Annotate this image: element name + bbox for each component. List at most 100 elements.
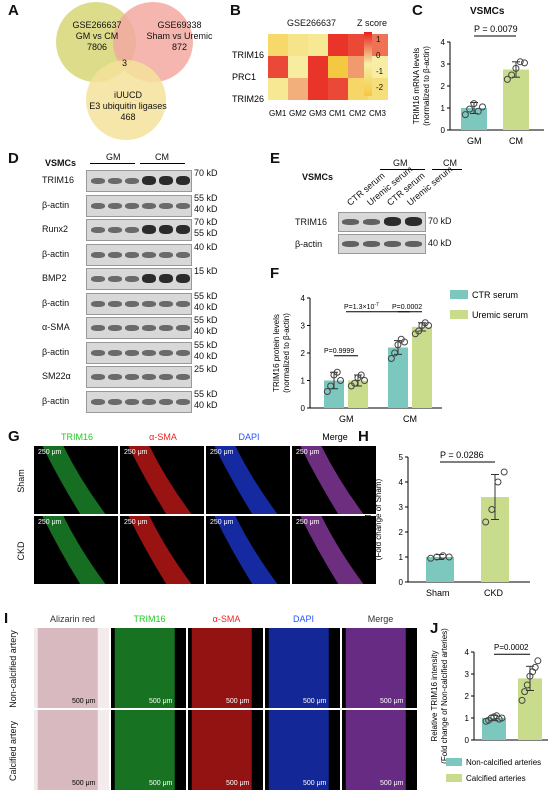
tissue-band (214, 516, 278, 584)
micro-col-label: DAPI (292, 614, 314, 624)
blot-d-mw-marker: 55 kD (194, 339, 218, 350)
micro-tissue (42, 516, 106, 584)
blot-band (142, 374, 156, 380)
y-axis-label: TRIM16 protein levels(normalized to β-ac… (272, 313, 291, 393)
blot-band (176, 274, 190, 283)
blot-band (108, 325, 122, 331)
scale-bar-label: 500 μm (72, 698, 96, 705)
blot-band (125, 251, 139, 258)
blot-d-mw-marker: 55 kD (194, 228, 218, 238)
blot-band (159, 349, 173, 356)
blot-band (91, 398, 105, 405)
blot-d-row-label: TRIM16 (42, 175, 75, 185)
blot-band (142, 300, 156, 307)
chart-j: 0 1 2 3 4 Relative TRIM16 intensity(Fold chan… (430, 628, 548, 783)
blot-d-mw-marker: 70 kD (194, 217, 218, 227)
data-point (531, 663, 539, 671)
blot-d-row-label: β-actin (42, 297, 70, 308)
heatmap-col-label: CM1 (329, 109, 346, 118)
blot-d-row-label: BMP2 (42, 273, 67, 283)
scale-bar-label: 250 μm (38, 449, 62, 456)
data-point (415, 327, 423, 335)
blot-band (91, 251, 105, 258)
micrograph: 500 μm (342, 710, 417, 790)
micro-col-label: TRIM16 (60, 432, 93, 442)
blot-d-mw-marker: 55 kD (194, 388, 218, 399)
micro-tissue (128, 446, 192, 514)
y-tick-label: 4 (399, 478, 404, 487)
blot-d-mw-marker: 55 kD (194, 290, 218, 301)
data-point (387, 355, 395, 362)
blot-band (108, 202, 122, 209)
d-group-cm: CM (155, 152, 169, 162)
blot-band (125, 276, 139, 282)
scale-bar-label: 500 μm (149, 780, 173, 787)
panel-h-label: H (358, 428, 369, 445)
blot-band (142, 225, 156, 234)
tissue-section (191, 710, 252, 790)
blot-band (159, 202, 173, 209)
blot-band (159, 325, 173, 331)
heatmap-cell (348, 78, 368, 100)
blot-band (91, 178, 105, 184)
tissue-section (37, 628, 98, 708)
blot-band (125, 202, 139, 209)
y-tick-label: 3 (441, 60, 446, 69)
heatmap-legend-title: Z score (357, 18, 388, 28)
y-tick-label: 3 (465, 670, 470, 679)
data-point (520, 59, 528, 67)
blot-d-strip (86, 317, 192, 339)
scale-bar-label: 250 μm (210, 449, 234, 456)
heatmap-cell (308, 34, 328, 56)
blot-d-mw-marker: 55 kD (194, 192, 218, 203)
blot-band (142, 274, 156, 283)
legend-label: Calcified arteries (466, 774, 526, 783)
blot-band (91, 300, 105, 307)
j-pvalue: P=0.0002 (494, 643, 529, 652)
y-axis-label-line1: TRIM16 protein levels (272, 314, 281, 392)
blot-band (108, 276, 122, 282)
venn-circle2-text: GSE69338 Sham vs Uremic 872 (146, 20, 213, 52)
c-pvalue: P = 0.0079 (474, 24, 518, 34)
blot-band (108, 398, 122, 405)
y-tick-label: 1 (441, 104, 446, 113)
f-p2: P=0.0002 (392, 304, 422, 311)
blot-band (363, 241, 380, 247)
micrograph: 250 μm (206, 446, 290, 514)
scale-bar-label: 250 μm (210, 519, 234, 526)
heatmap-col-label: GM1 (269, 109, 287, 118)
y-tick-label: 1 (465, 714, 470, 723)
legend-label: Uremic serum (472, 310, 528, 320)
data-point (518, 696, 526, 704)
blot-band (342, 219, 359, 225)
blot-band (159, 225, 173, 234)
micro-col-label: Merge (367, 614, 394, 624)
tissue-section (37, 710, 98, 790)
micro-tissue (37, 628, 98, 708)
blot-e-mw-marker: 70 kD (428, 216, 452, 226)
heatmap-cell (328, 78, 348, 100)
blot-band (142, 202, 156, 209)
heatmap-cell (348, 34, 368, 56)
heatmap-cell (368, 78, 388, 100)
heatmap-cell (308, 78, 328, 100)
micrograph: 500 μm (34, 628, 109, 708)
micro-tissue (268, 710, 329, 790)
scale-bar-label: 250 μm (124, 519, 148, 526)
data-point (425, 322, 433, 329)
micrograph: 250 μm (34, 446, 118, 514)
blot-d-mw-marker: 40 kD (194, 350, 218, 361)
y-axis-label: Relative TRIM16 intensity(Fold change of… (364, 474, 383, 565)
blot-band (91, 276, 105, 282)
y-tick-label: 4 (465, 648, 470, 657)
panel-c-label: C (412, 2, 423, 19)
scale-bar-label: 500 μm (226, 780, 250, 787)
x-tick-label: GM (339, 414, 354, 424)
micro-tissue (214, 446, 278, 514)
blot-band (91, 227, 105, 233)
blot-band (176, 325, 190, 331)
data-point (323, 388, 331, 395)
blot-d-strip (86, 268, 192, 290)
heatmap-legend-bar (364, 32, 372, 96)
heatmap-cell (368, 56, 388, 78)
